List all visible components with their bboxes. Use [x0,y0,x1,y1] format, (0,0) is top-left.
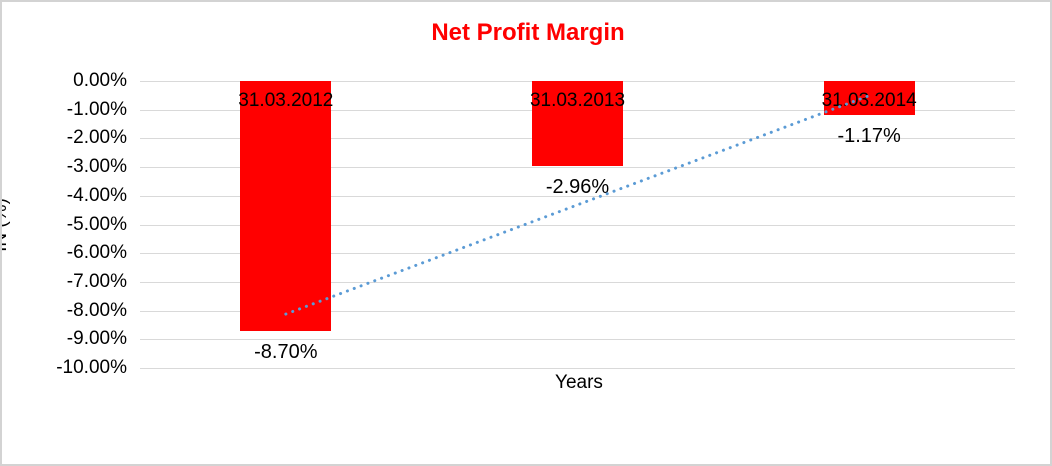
y-tick-label: -10.00% [56,357,127,378]
y-tick-label: -5.00% [66,213,127,235]
value-label: -8.70% [254,340,318,363]
y-tick-label: -9.00% [66,328,127,350]
category-label: 31.03.2013 [529,90,626,111]
category-label: 31.03.2014 [821,90,917,111]
y-tick-label: -1.00% [66,98,127,120]
y-tick-label: -8.00% [66,299,127,321]
y-axis-title: IN (%) [0,198,11,252]
bar-31.03.2012 [240,81,332,331]
value-label: -2.96% [545,175,610,198]
x-axis-title: Years [555,372,603,393]
chart-title: Net Profit Margin [431,19,625,46]
y-tick-label: 0.00% [73,70,127,91]
y-tick-label: -2.00% [66,127,127,149]
y-tick-label: -3.00% [66,156,127,178]
value-label: -1.17% [837,124,901,147]
y-tick-label: -4.00% [66,184,127,206]
category-label: 31.03.2012 [238,90,334,111]
gridline [140,339,1015,341]
y-tick-label: -7.00% [66,270,127,292]
gridline [140,368,1015,369]
y-tick-label: -6.00% [66,242,127,264]
